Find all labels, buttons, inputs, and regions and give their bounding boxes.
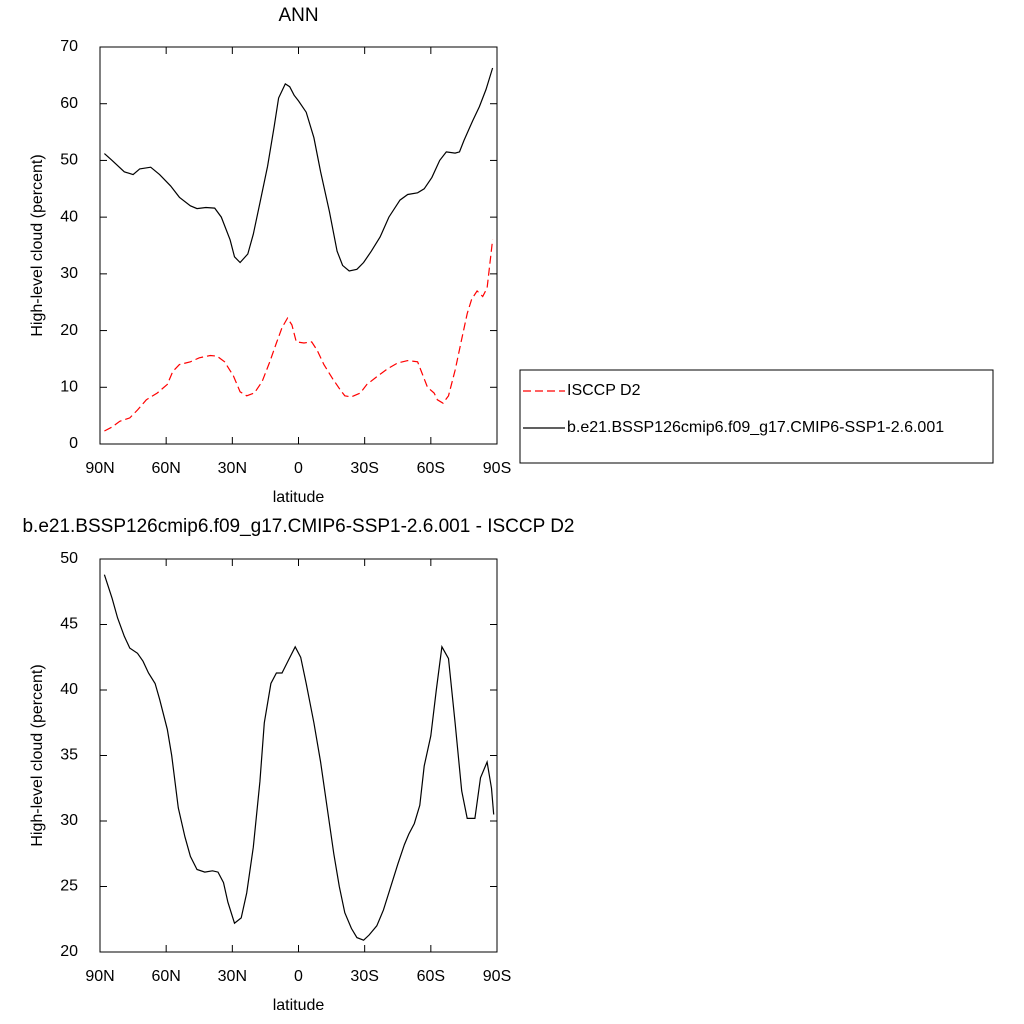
y-axis-label: High-level cloud (percent) (29, 664, 46, 846)
x-tick-label: 30N (218, 968, 247, 985)
data-line (104, 67, 494, 272)
x-tick-label: 60N (151, 460, 180, 477)
y-axis-label: High-level cloud (percent) (29, 154, 46, 336)
y-tick-label: 25 (60, 878, 78, 895)
y-tick-label: 20 (60, 322, 78, 339)
data-line (104, 239, 494, 432)
y-tick-label: 0 (69, 435, 78, 452)
legend-label: b.e21.BSSP126cmip6.f09_g17.CMIP6-SSP1-2.… (567, 419, 944, 436)
y-tick-label: 60 (60, 95, 78, 112)
y-tick-label: 70 (60, 38, 78, 55)
x-tick-label: 30S (350, 460, 378, 477)
y-tick-label: 10 (60, 379, 78, 396)
legend-box (519, 369, 994, 464)
x-tick-label: 60S (417, 968, 445, 985)
x-tick-label: 30S (350, 968, 378, 985)
x-tick-label: 60S (417, 460, 445, 477)
x-tick-label: 90S (483, 968, 511, 985)
x-tick-label: 0 (294, 968, 303, 985)
y-tick-label: 35 (60, 747, 78, 764)
y-tick-label: 50 (60, 152, 78, 169)
x-tick-label: 60N (151, 968, 180, 985)
chart-title: b.e21.BSSP126cmip6.f09_g17.CMIP6-SSP1-2.… (22, 516, 574, 537)
x-tick-label: 0 (294, 460, 303, 477)
y-tick-label: 40 (60, 681, 78, 698)
x-tick-label: 90S (483, 460, 511, 477)
chart-title: ANN (278, 5, 318, 26)
y-tick-label: 50 (60, 550, 78, 567)
y-tick-label: 30 (60, 265, 78, 282)
data-line (103, 574, 495, 941)
plot-frame (99, 558, 498, 953)
legend-label: ISCCP D2 (567, 382, 641, 399)
y-tick-label: 45 (60, 616, 78, 633)
y-tick-label: 20 (60, 943, 78, 960)
plot-frame (99, 46, 498, 445)
x-axis-label: latitude (273, 997, 325, 1014)
x-tick-label: 90N (85, 460, 114, 477)
x-tick-label: 90N (85, 968, 114, 985)
y-tick-label: 40 (60, 208, 78, 225)
x-axis-label: latitude (273, 489, 325, 506)
y-tick-label: 30 (60, 812, 78, 829)
x-tick-label: 30N (218, 460, 247, 477)
